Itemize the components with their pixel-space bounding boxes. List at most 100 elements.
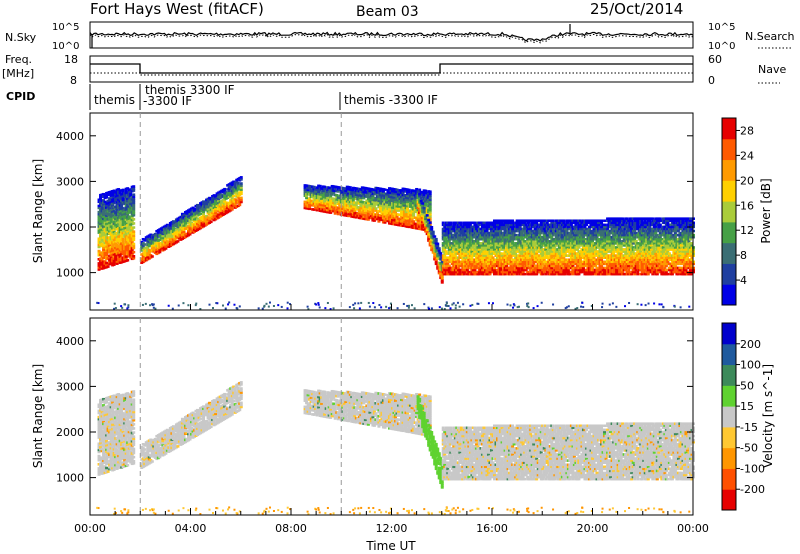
power-cell	[141, 252, 145, 255]
power-cell	[345, 197, 349, 201]
power-cell	[115, 219, 119, 222]
power-cell	[309, 195, 313, 199]
power-cell	[508, 272, 512, 276]
power-cell	[100, 205, 104, 209]
power-cell	[499, 258, 503, 262]
power-cell	[431, 251, 435, 254]
power-cell	[473, 252, 477, 255]
power-cell	[191, 208, 195, 212]
power-cell	[102, 207, 106, 210]
power-cell	[239, 200, 243, 204]
power-cell	[147, 252, 151, 256]
power-cell	[497, 270, 501, 274]
power-cell	[348, 206, 352, 210]
power-cell	[108, 260, 112, 264]
power-cell	[465, 258, 469, 262]
power-cell	[102, 231, 106, 235]
power-cell	[441, 266, 445, 270]
power-cell	[520, 231, 524, 235]
power-cell	[117, 231, 121, 234]
power-cell	[235, 193, 239, 196]
power-cell	[318, 205, 322, 208]
power-cell	[433, 243, 437, 247]
power-cell	[518, 246, 522, 249]
power-cell	[305, 192, 309, 196]
power-cell	[351, 211, 355, 214]
power-cell	[449, 235, 453, 239]
power-cell	[239, 196, 243, 200]
power-cell	[453, 242, 457, 245]
power-cell	[130, 206, 134, 209]
power-cell	[447, 260, 451, 264]
power-cell	[520, 258, 524, 262]
power-cell	[124, 251, 128, 254]
power-cell	[443, 268, 447, 272]
power-cell	[212, 208, 216, 212]
power-cell	[505, 244, 509, 247]
power-cell	[444, 242, 448, 245]
power-cell	[496, 272, 500, 276]
power-cell	[468, 223, 472, 227]
power-cell	[508, 229, 512, 233]
power-cell	[150, 236, 154, 240]
power-cell	[404, 222, 408, 226]
power-cell	[437, 261, 441, 265]
power-cell	[452, 266, 456, 270]
power-cell	[394, 194, 398, 197]
power-cell	[476, 242, 480, 245]
power-cell	[132, 236, 136, 240]
power-cell	[350, 206, 354, 210]
power-cell	[465, 262, 469, 266]
power-cell	[212, 212, 216, 216]
power-cell	[447, 231, 451, 235]
power-cell	[523, 246, 527, 249]
power-cell	[333, 203, 337, 207]
power-cell	[395, 219, 399, 222]
power-cell	[458, 244, 462, 247]
power-cell	[153, 251, 157, 254]
power-cell	[467, 244, 471, 247]
power-cell	[493, 240, 497, 243]
power-cell	[353, 187, 357, 190]
power-cell	[158, 242, 162, 246]
power-cell	[419, 225, 423, 229]
power-cell	[524, 264, 528, 268]
power-cell	[317, 194, 321, 198]
power-cell	[497, 264, 501, 268]
power-cell	[164, 245, 168, 248]
power-cell	[458, 268, 462, 272]
power-cell	[394, 214, 398, 218]
power-cell	[102, 194, 106, 198]
power-cell	[117, 239, 121, 242]
power-cell	[161, 236, 165, 240]
power-cell	[419, 213, 423, 216]
power-cell	[515, 262, 519, 266]
power-cell	[341, 186, 345, 190]
power-cell	[365, 191, 369, 194]
power-cell	[359, 196, 363, 199]
power-cell	[371, 188, 375, 191]
power-cell	[465, 244, 469, 247]
power-cell	[380, 218, 384, 222]
power-cell	[446, 258, 450, 262]
power-cell	[529, 260, 533, 264]
power-cell	[109, 211, 113, 214]
power-cell	[189, 227, 193, 231]
power-cell	[206, 197, 210, 201]
power-cell	[467, 242, 471, 245]
power-cell	[105, 243, 109, 246]
power-cell	[130, 257, 134, 261]
power-cell	[339, 190, 343, 194]
power-cell	[476, 272, 480, 276]
power-cell	[410, 205, 414, 209]
power-cell	[477, 250, 481, 253]
power-cell	[378, 197, 382, 201]
power-cell	[341, 199, 345, 202]
power-cell	[211, 207, 215, 210]
power-cell	[111, 243, 115, 246]
power-cell	[520, 244, 524, 247]
power-cell	[506, 262, 510, 266]
power-cell	[485, 223, 489, 227]
power-cell	[168, 242, 172, 246]
power-cell	[229, 192, 233, 196]
